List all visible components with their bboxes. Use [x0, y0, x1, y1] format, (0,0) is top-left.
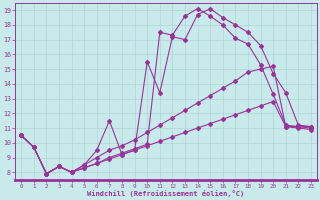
X-axis label: Windchill (Refroidissement éolien,°C): Windchill (Refroidissement éolien,°C)	[87, 190, 245, 197]
